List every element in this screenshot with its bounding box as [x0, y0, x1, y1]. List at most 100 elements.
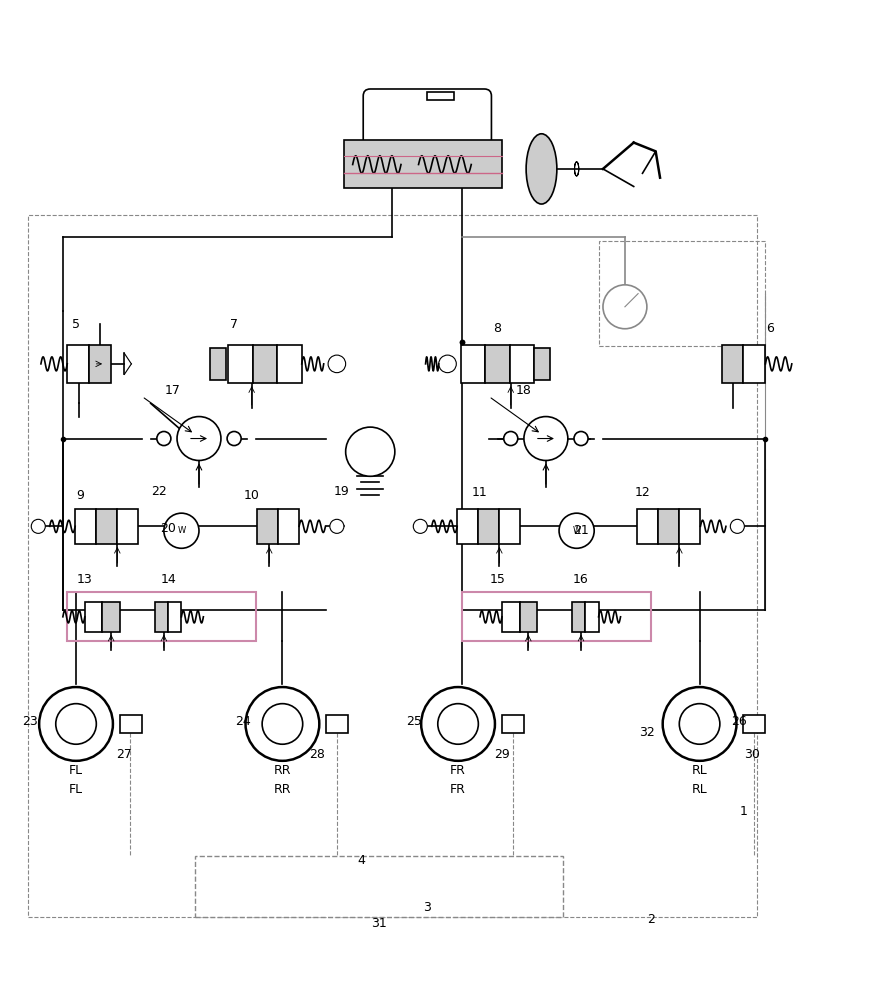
Text: 19: 19	[333, 485, 349, 498]
Text: 10: 10	[244, 489, 260, 502]
Text: 29: 29	[494, 748, 510, 761]
Text: 23: 23	[23, 715, 38, 728]
Circle shape	[603, 285, 647, 329]
Bar	[573, 602, 585, 632]
Circle shape	[559, 513, 594, 548]
Bar	[102, 602, 120, 632]
Bar	[117, 509, 138, 544]
Bar	[257, 509, 278, 544]
Text: 24: 24	[235, 715, 251, 728]
Bar	[168, 602, 181, 632]
Bar	[463, 592, 651, 641]
Circle shape	[524, 417, 568, 460]
Bar	[344, 140, 502, 188]
Text: 21: 21	[574, 524, 589, 537]
Bar	[461, 345, 485, 383]
Bar	[253, 345, 278, 383]
Bar	[85, 602, 102, 632]
Bar	[278, 345, 301, 383]
Text: 18: 18	[516, 384, 532, 397]
Text: 28: 28	[309, 748, 325, 761]
Text: 32: 32	[639, 726, 655, 739]
Bar	[637, 509, 658, 544]
Bar	[155, 602, 168, 632]
Bar	[478, 509, 500, 544]
Bar	[485, 345, 510, 383]
Text: 14: 14	[160, 573, 176, 586]
Text: FL: FL	[69, 764, 83, 777]
Bar	[211, 348, 226, 380]
Bar	[427, 92, 454, 100]
Circle shape	[421, 687, 495, 761]
Text: W: W	[177, 526, 186, 535]
Text: 15: 15	[490, 573, 506, 586]
Text: RR: RR	[274, 764, 291, 777]
Bar	[502, 715, 524, 733]
Bar	[536, 152, 546, 186]
Text: 13: 13	[77, 573, 93, 586]
Circle shape	[438, 704, 478, 744]
Bar	[744, 715, 766, 733]
Circle shape	[157, 431, 171, 446]
Bar	[67, 592, 256, 641]
Ellipse shape	[526, 134, 557, 204]
Bar	[89, 345, 111, 383]
Bar	[598, 241, 766, 346]
Bar	[326, 715, 348, 733]
Circle shape	[413, 519, 427, 533]
Bar	[722, 345, 744, 383]
Text: 7: 7	[230, 318, 238, 331]
Bar	[500, 509, 521, 544]
Text: 17: 17	[165, 384, 181, 397]
Bar	[96, 509, 117, 544]
Bar	[195, 856, 564, 917]
Bar	[510, 345, 535, 383]
Circle shape	[39, 687, 113, 761]
Bar	[75, 509, 96, 544]
Text: 31: 31	[371, 917, 387, 930]
Bar	[502, 602, 520, 632]
Circle shape	[663, 687, 737, 761]
Bar	[744, 345, 766, 383]
Bar	[585, 602, 598, 632]
Text: 25: 25	[406, 715, 422, 728]
Text: 11: 11	[472, 486, 488, 499]
Circle shape	[164, 513, 199, 548]
Circle shape	[246, 687, 319, 761]
Bar	[535, 348, 551, 380]
Text: FL: FL	[69, 783, 83, 796]
Text: 9: 9	[77, 489, 85, 502]
Text: 1: 1	[739, 805, 747, 818]
Bar	[457, 509, 478, 544]
Bar	[679, 509, 700, 544]
Text: 20: 20	[160, 522, 176, 535]
Text: 22: 22	[152, 485, 167, 498]
Bar	[67, 345, 89, 383]
FancyBboxPatch shape	[363, 89, 492, 151]
Text: FR: FR	[450, 783, 466, 796]
Circle shape	[679, 704, 720, 744]
Circle shape	[227, 431, 241, 446]
Circle shape	[730, 519, 744, 533]
Text: RL: RL	[692, 783, 707, 796]
Text: FR: FR	[450, 764, 466, 777]
Text: 27: 27	[116, 748, 132, 761]
Circle shape	[504, 431, 518, 446]
Text: 3: 3	[424, 901, 432, 914]
Text: 12: 12	[634, 486, 650, 499]
Text: W: W	[573, 526, 581, 535]
Bar	[228, 345, 253, 383]
Bar	[278, 509, 300, 544]
Bar	[520, 602, 537, 632]
Bar	[120, 715, 142, 733]
Text: 2: 2	[648, 913, 655, 926]
Bar	[27, 215, 757, 917]
Text: 16: 16	[574, 573, 589, 586]
Circle shape	[31, 519, 45, 533]
Text: 4: 4	[358, 854, 366, 867]
Bar	[658, 509, 679, 544]
Circle shape	[328, 355, 345, 373]
Text: RR: RR	[274, 783, 291, 796]
Text: 5: 5	[72, 318, 80, 331]
Circle shape	[574, 431, 588, 446]
